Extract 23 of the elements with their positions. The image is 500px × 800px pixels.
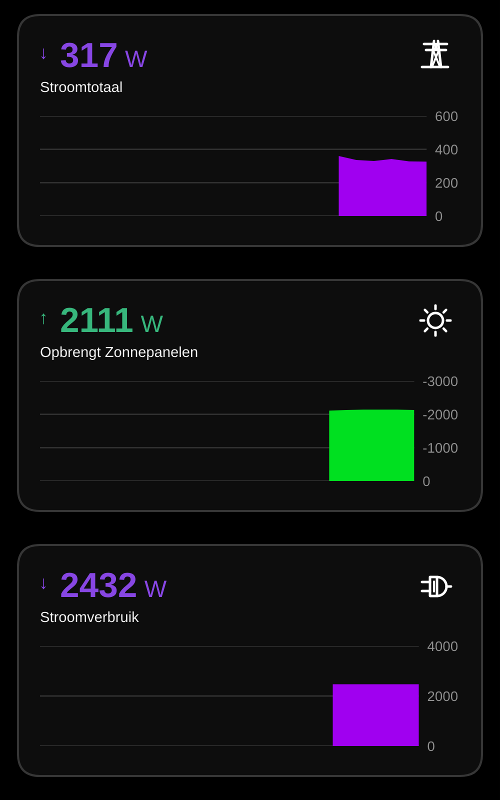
y-tick-label: -2000 [423,410,458,420]
chart-subtitle: Stroomverbruik [40,611,139,622]
y-tick-label: 200 [436,178,458,188]
y-tick-label: 0 [436,211,442,222]
chart-title: 2432 [61,572,136,598]
y-tick-label: 4000 [428,641,458,652]
y-tick-label: -1000 [423,443,458,453]
text: W [140,316,163,332]
y-tick-label: 400 [435,144,458,155]
chart-title: 2111 [61,308,132,332]
y-tick-label: 600 [436,111,458,122]
text: ↓ [41,578,46,590]
text: ↓ [41,48,46,60]
y-tick-label: -3000 [423,376,458,386]
y-tick-label: 0 [423,476,430,486]
text: W [144,580,167,597]
chart-subtitle: Opbrengt Zonnepanelen [40,346,198,360]
chart-title: 317 [60,42,116,68]
y-tick-label: 2000 [428,691,458,702]
y-tick-label: 0 [428,741,434,752]
text: ↑ [41,314,46,324]
chart-subtitle: Stroomtotaal [40,81,122,92]
text: W [125,50,148,67]
